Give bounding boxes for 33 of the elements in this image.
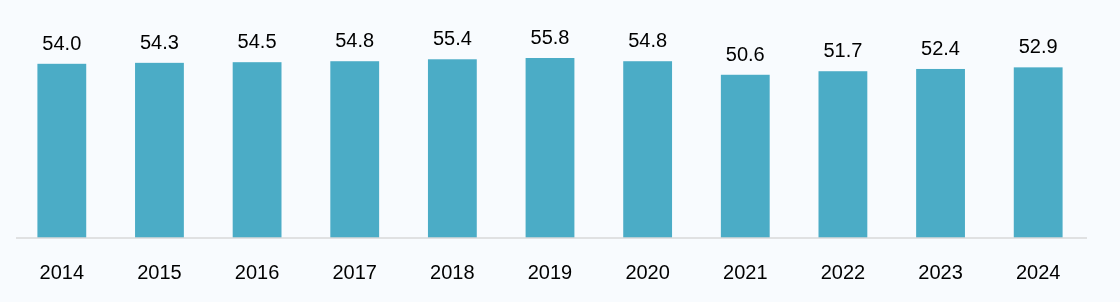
bar	[623, 61, 673, 238]
data-label: 50.6	[725, 42, 765, 65]
bar	[330, 61, 380, 238]
bar	[1013, 67, 1063, 238]
bar	[525, 58, 575, 238]
data-label: 54.3	[139, 30, 179, 53]
data-label: 54.8	[628, 29, 668, 52]
x-tick-label: 2016	[234, 261, 280, 283]
x-tick-label: 2018	[430, 261, 475, 283]
bar	[720, 74, 770, 238]
bar	[232, 62, 282, 238]
data-label: 55.4	[432, 27, 472, 50]
x-tick-label: 2024	[1015, 261, 1061, 283]
bar	[818, 71, 868, 238]
x-tick-label: 2022	[820, 261, 866, 283]
data-label: 54.5	[237, 30, 277, 53]
bar	[916, 68, 965, 238]
x-tick-label: 2017	[332, 261, 377, 283]
x-tick-label: 2021	[723, 261, 768, 283]
data-label: 55.8	[530, 26, 570, 48]
x-tick-label: 2015	[137, 261, 182, 283]
bar	[135, 62, 184, 238]
x-tick-label: 2014	[39, 261, 85, 283]
data-label: 54.8	[335, 29, 375, 52]
data-label: 51.7	[823, 39, 863, 62]
data-label: 52.4	[921, 36, 961, 59]
x-tick-label: 2020	[625, 261, 670, 283]
data-label: 52.9	[1018, 35, 1058, 58]
bar	[427, 59, 477, 238]
data-label: 54.0	[42, 31, 82, 54]
bar	[37, 63, 87, 238]
x-tick-label: 2019	[527, 261, 573, 283]
x-tick-label: 2023	[918, 261, 963, 283]
